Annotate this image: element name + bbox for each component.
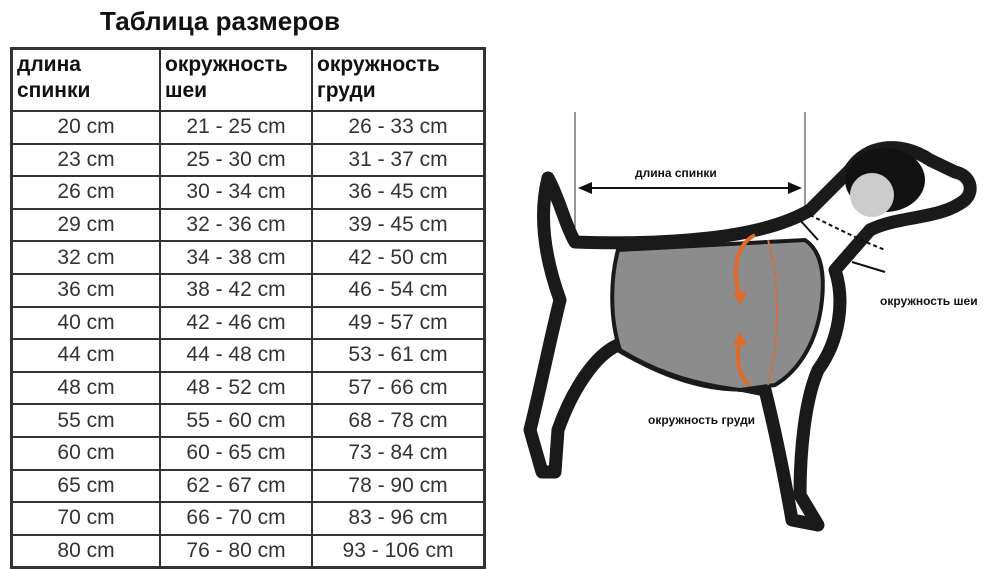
column-header: окружность шеи (159, 47, 313, 112)
table-row: 26 cm 30 - 34 cm 36 - 45 cm (10, 175, 486, 210)
table-row: 32 cm 34 - 38 cm 42 - 50 cm (10, 240, 486, 275)
column-header: окружность груди (311, 47, 486, 112)
chest-circumference-label: окружность груди (648, 413, 756, 427)
table-cell: 76 - 80 cm (159, 533, 313, 569)
vest (610, 237, 825, 393)
column-header-line: груди (317, 79, 376, 102)
table-cell: 62 - 67 cm (159, 468, 313, 504)
dog-diagram (523, 112, 977, 532)
table-cell: 31 - 37 cm (311, 142, 486, 178)
dog-ear (850, 173, 894, 217)
table-cell: 23 cm (10, 142, 161, 178)
table-cell: 26 cm (10, 175, 161, 210)
table-cell: 42 - 50 cm (311, 240, 486, 275)
table-row: 29 cm 32 - 36 cm 39 - 45 cm (10, 207, 486, 243)
table-cell: 60 - 65 cm (159, 435, 313, 471)
table-row: 70 cm 66 - 70 cm 83 - 96 cm (10, 501, 486, 536)
table-cell: 80 cm (10, 533, 161, 569)
column-header-line: спинки (17, 79, 91, 102)
table-cell: 49 - 57 cm (311, 305, 486, 341)
column-header-line: окружность (317, 53, 440, 76)
table-cell: 25 - 30 cm (159, 142, 313, 178)
column-header-line: длина (17, 53, 81, 76)
table-cell: 36 cm (10, 272, 161, 308)
table-cell: 32 - 36 cm (159, 207, 313, 243)
table-cell: 44 cm (10, 338, 161, 373)
table-row: 55 cm 55 - 60 cm 68 - 78 cm (10, 403, 486, 438)
table-cell: 29 cm (10, 207, 161, 243)
neck-dotted-line (809, 214, 886, 251)
dog-outline (523, 141, 977, 532)
table-cell: 48 cm (10, 370, 161, 406)
table-cell: 21 - 25 cm (159, 110, 313, 145)
table-cell: 78 - 90 cm (311, 468, 486, 504)
table-cell: 38 - 42 cm (159, 272, 313, 308)
table-row: 44 cm 44 - 48 cm 53 - 61 cm (10, 338, 486, 373)
size-table: длина спинки окружность шеи окружность груди … (10, 47, 486, 569)
table-cell: 68 - 78 cm (311, 403, 486, 438)
table-cell: 34 - 38 cm (159, 240, 313, 275)
column-header-line: окружность (165, 53, 288, 76)
table-cell: 70 cm (10, 501, 161, 536)
table-cell: 30 - 34 cm (159, 175, 313, 210)
table-cell: 55 - 60 cm (159, 403, 313, 438)
table-row: 36 cm 38 - 42 cm 46 - 54 cm (10, 272, 486, 308)
table-cell: 65 cm (10, 468, 161, 504)
table-cell: 57 - 66 cm (311, 370, 486, 406)
table-cell: 48 - 52 cm (159, 370, 313, 406)
page-title: Таблица размеров (100, 6, 340, 36)
table-row: 80 cm 76 - 80 cm 93 - 106 cm (10, 533, 486, 569)
table-row: 60 cm 60 - 65 cm 73 - 84 cm (10, 435, 486, 471)
table-row: 65 cm 62 - 67 cm 78 - 90 cm (10, 468, 486, 504)
neck-arrows (799, 219, 886, 273)
table-cell: 55 cm (10, 403, 161, 438)
table-cell: 44 - 48 cm (159, 338, 313, 373)
table-row: 40 cm 42 - 46 cm 49 - 57 cm (10, 305, 486, 341)
back-length-label: длина спинки (635, 166, 717, 180)
table-cell: 36 - 45 cm (311, 175, 486, 210)
table-cell: 42 - 46 cm (159, 305, 313, 341)
table-cell: 66 - 70 cm (159, 501, 313, 536)
table-cell: 53 - 61 cm (311, 338, 486, 373)
table-cell: 26 - 33 cm (311, 110, 486, 145)
table-row: 23 cm 25 - 30 cm 31 - 37 cm (10, 142, 486, 178)
column-header: длина спинки (10, 47, 161, 112)
table-cell: 39 - 45 cm (311, 207, 486, 243)
table-cell: 60 cm (10, 435, 161, 471)
table-cell: 32 cm (10, 240, 161, 275)
table-row: 20 cm 21 - 25 cm 26 - 33 cm (10, 110, 486, 145)
table-cell: 73 - 84 cm (311, 435, 486, 471)
chest-arrows (733, 233, 778, 387)
column-header-line: шеи (165, 79, 208, 102)
neck-circumference-label: окружность шеи (880, 294, 978, 308)
table-cell: 93 - 106 cm (311, 533, 486, 569)
table-row: 48 cm 48 - 52 cm 57 - 66 cm (10, 370, 486, 406)
table-cell: 83 - 96 cm (311, 501, 486, 536)
table-cell: 20 cm (10, 110, 161, 145)
table-cell: 40 cm (10, 305, 161, 341)
back-length-arrow (578, 182, 802, 194)
table-cell: 46 - 54 cm (311, 272, 486, 308)
